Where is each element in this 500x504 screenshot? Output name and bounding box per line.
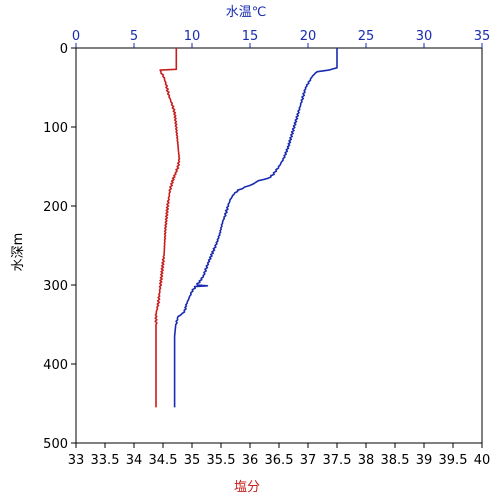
- salinity-tick-label: 36: [242, 453, 259, 468]
- top-axis-label: 水温℃: [226, 5, 267, 20]
- salinity-tick-label: 35.5: [207, 453, 236, 468]
- salinity-tick-label: 35: [184, 453, 201, 468]
- plot-frame: [75, 47, 483, 444]
- temperature-tick-label: 15: [242, 29, 259, 44]
- depth-tick-label: 500: [43, 437, 68, 452]
- depth-tick-label: 0: [60, 42, 68, 57]
- salinity-tick-label: 39: [416, 453, 433, 468]
- salinity-tick-label: 33.5: [91, 453, 120, 468]
- salinity-tick-label: 38: [358, 453, 375, 468]
- depth-tick-label: 200: [43, 200, 68, 215]
- temperature-tick-label: 5: [130, 29, 138, 44]
- salinity-tick-label: 34.5: [149, 453, 178, 468]
- temperature-tick-label: 10: [184, 29, 201, 44]
- salinity-tick-label: 33: [68, 453, 85, 468]
- salinity-tick-label: 34: [126, 453, 143, 468]
- depth-tick-label: 100: [43, 121, 68, 136]
- salinity-tick-label: 40: [474, 453, 491, 468]
- salinity-tick-label: 37.5: [323, 453, 352, 468]
- bottom-axis-label: 塩分: [234, 480, 260, 495]
- temperature-tick-label: 35: [474, 29, 491, 44]
- left-axis-label: 水深m: [11, 233, 26, 272]
- salinity-profile-line: [154, 48, 181, 408]
- salinity-tick-label: 36.5: [265, 453, 294, 468]
- depth-tick-label: 300: [43, 279, 68, 294]
- salinity-tick-label: 38.5: [381, 453, 410, 468]
- salinity-tick-label: 39.5: [439, 453, 468, 468]
- depth-tick-label: 400: [43, 358, 68, 373]
- temperature-tick-label: 25: [358, 29, 375, 44]
- salinity-tick-label: 37: [300, 453, 317, 468]
- temperature-tick-label: 30: [416, 29, 433, 44]
- temperature-tick-label: 0: [72, 29, 80, 44]
- temperature-tick-label: 20: [300, 29, 317, 44]
- temperature-profile-line: [173, 48, 338, 408]
